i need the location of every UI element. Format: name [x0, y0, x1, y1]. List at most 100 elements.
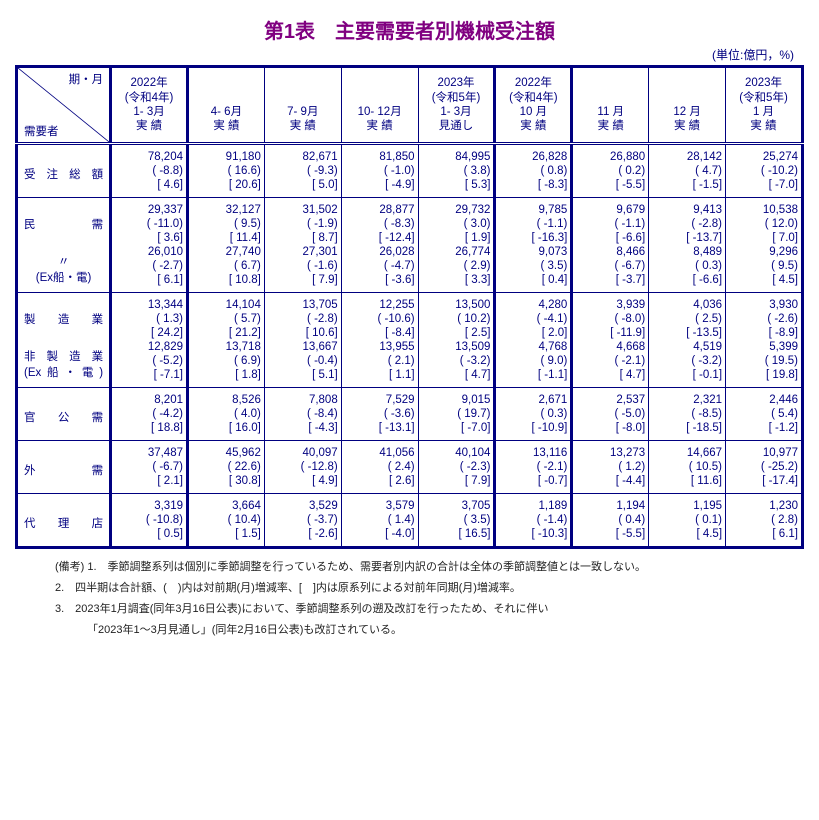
data-cell: [ 11.4] [188, 231, 265, 245]
data-cell: 13,344 [111, 293, 188, 313]
data-cell: [ -13.7] [649, 231, 726, 245]
data-cell: [ -6.6] [649, 273, 726, 293]
data-cell: ( 10.5) [649, 460, 726, 474]
corner-cell: 期・月需要者 [17, 67, 111, 144]
data-cell: [ 6.1] [726, 527, 803, 548]
data-cell: [ 4.7] [418, 368, 495, 388]
data-cell: ( -2.8) [264, 312, 341, 326]
data-cell: ( -1.9) [264, 217, 341, 231]
data-cell: ( -8.4) [264, 407, 341, 421]
data-cell: ( 1.4) [341, 513, 418, 527]
data-cell: ( -2.7) [111, 259, 188, 273]
data-table: 期・月需要者2022年(令和4年)1- 3月実 績 4- 6月実 績 7- 9月… [15, 65, 804, 549]
data-cell: [ 4.5] [649, 527, 726, 548]
data-cell: 2,671 [495, 388, 572, 408]
data-cell: [ -5.5] [572, 178, 649, 198]
data-cell: 10,538 [726, 198, 803, 218]
data-cell: ( 19.7) [418, 407, 495, 421]
data-cell: ( 12.0) [726, 217, 803, 231]
data-cell: ( 3.5) [418, 513, 495, 527]
corner-bottom: 需要者 [24, 123, 59, 139]
data-cell: 40,097 [264, 441, 341, 461]
data-cell: 4,768 [495, 340, 572, 354]
data-cell: 4,519 [649, 340, 726, 354]
data-cell: [ 4.7] [572, 368, 649, 388]
data-cell: [ -8.3] [495, 178, 572, 198]
data-cell: [ 5.0] [264, 178, 341, 198]
data-cell: ( -2.3) [418, 460, 495, 474]
data-cell: [ 11.6] [649, 474, 726, 494]
data-cell: [ -5.5] [572, 527, 649, 548]
col-header: 2022年(令和4年)1- 3月実 績 [111, 67, 188, 144]
data-cell: 26,880 [572, 144, 649, 165]
data-cell: 82,671 [264, 144, 341, 165]
data-cell: ( 0.1) [649, 513, 726, 527]
row-header: 〃(Ex船・電) [17, 245, 111, 293]
data-cell: ( -2.8) [649, 217, 726, 231]
data-cell: 12,829 [111, 340, 188, 354]
data-cell: [ 5.1] [264, 368, 341, 388]
data-cell: 2,446 [726, 388, 803, 408]
data-cell: ( 19.5) [726, 354, 803, 368]
data-cell: ( 1.3) [111, 312, 188, 326]
data-cell: 14,104 [188, 293, 265, 313]
data-cell: [ 20.6] [188, 178, 265, 198]
data-cell: ( 0.4) [572, 513, 649, 527]
data-cell: [ -10.9] [495, 421, 572, 441]
data-cell: ( 2.8) [726, 513, 803, 527]
data-cell: 4,036 [649, 293, 726, 313]
data-cell: ( 9.0) [495, 354, 572, 368]
data-cell: [ -7.1] [111, 368, 188, 388]
data-cell: [ 10.8] [188, 273, 265, 293]
corner-top: 期・月 [69, 71, 104, 87]
data-cell: [ -12.4] [341, 231, 418, 245]
data-cell: 14,667 [649, 441, 726, 461]
data-cell: 8,489 [649, 245, 726, 259]
data-cell: 3,664 [188, 494, 265, 514]
footnote-line: (備考) 1. 季節調整系列は個別に季節調整を行っているため、需要者別内訳の合計… [87, 557, 804, 578]
data-cell: [ 30.8] [188, 474, 265, 494]
data-cell: ( -6.7) [111, 460, 188, 474]
data-cell: [ 24.2] [111, 326, 188, 340]
data-cell: [ 18.8] [111, 421, 188, 441]
data-cell: ( -12.8) [264, 460, 341, 474]
data-cell: 9,679 [572, 198, 649, 218]
col-header: 4- 6月実 績 [188, 67, 265, 144]
data-cell: [ -4.4] [572, 474, 649, 494]
data-cell: [ -7.0] [418, 421, 495, 441]
data-cell: [ 2.0] [495, 326, 572, 340]
data-cell: 7,808 [264, 388, 341, 408]
data-cell: [ -0.7] [495, 474, 572, 494]
footnote-line: 「2023年1～3月見通し」(同年2月16日公表)も改訂されている。 [87, 620, 804, 641]
data-cell: 4,280 [495, 293, 572, 313]
data-cell: ( 6.7) [188, 259, 265, 273]
data-cell: 37,487 [111, 441, 188, 461]
data-cell: [ -4.0] [341, 527, 418, 548]
data-cell: [ 1.9] [418, 231, 495, 245]
data-cell: ( 0.8) [495, 164, 572, 178]
data-cell: ( 9.5) [726, 259, 803, 273]
footnote-line: 3. 2023年1月調査(同年3月16日公表)において、季節調整系列の遡及改訂を… [87, 599, 804, 620]
col-header: 11 月実 績 [572, 67, 649, 144]
data-cell: [ -11.9] [572, 326, 649, 340]
data-cell: ( -9.3) [264, 164, 341, 178]
data-cell: ( -1.0) [341, 164, 418, 178]
data-cell: 27,301 [264, 245, 341, 259]
data-cell: ( 5.4) [726, 407, 803, 421]
data-cell: 13,509 [418, 340, 495, 354]
data-cell: 9,296 [726, 245, 803, 259]
row-header: 外 需 [17, 441, 111, 494]
data-cell: [ -4.3] [264, 421, 341, 441]
data-cell: 13,667 [264, 340, 341, 354]
data-cell: 9,413 [649, 198, 726, 218]
data-cell: [ 4.6] [111, 178, 188, 198]
data-cell: 84,995 [418, 144, 495, 165]
data-cell: ( -5.2) [111, 354, 188, 368]
data-cell: [ 3.6] [111, 231, 188, 245]
data-cell: [ 6.1] [111, 273, 188, 293]
data-cell: 7,529 [341, 388, 418, 408]
data-cell: ( -10.2) [726, 164, 803, 178]
footnotes: (備考) 1. 季節調整系列は個別に季節調整を行っているため、需要者別内訳の合計… [15, 557, 804, 641]
data-cell: ( -25.2) [726, 460, 803, 474]
data-cell: [ 21.2] [188, 326, 265, 340]
